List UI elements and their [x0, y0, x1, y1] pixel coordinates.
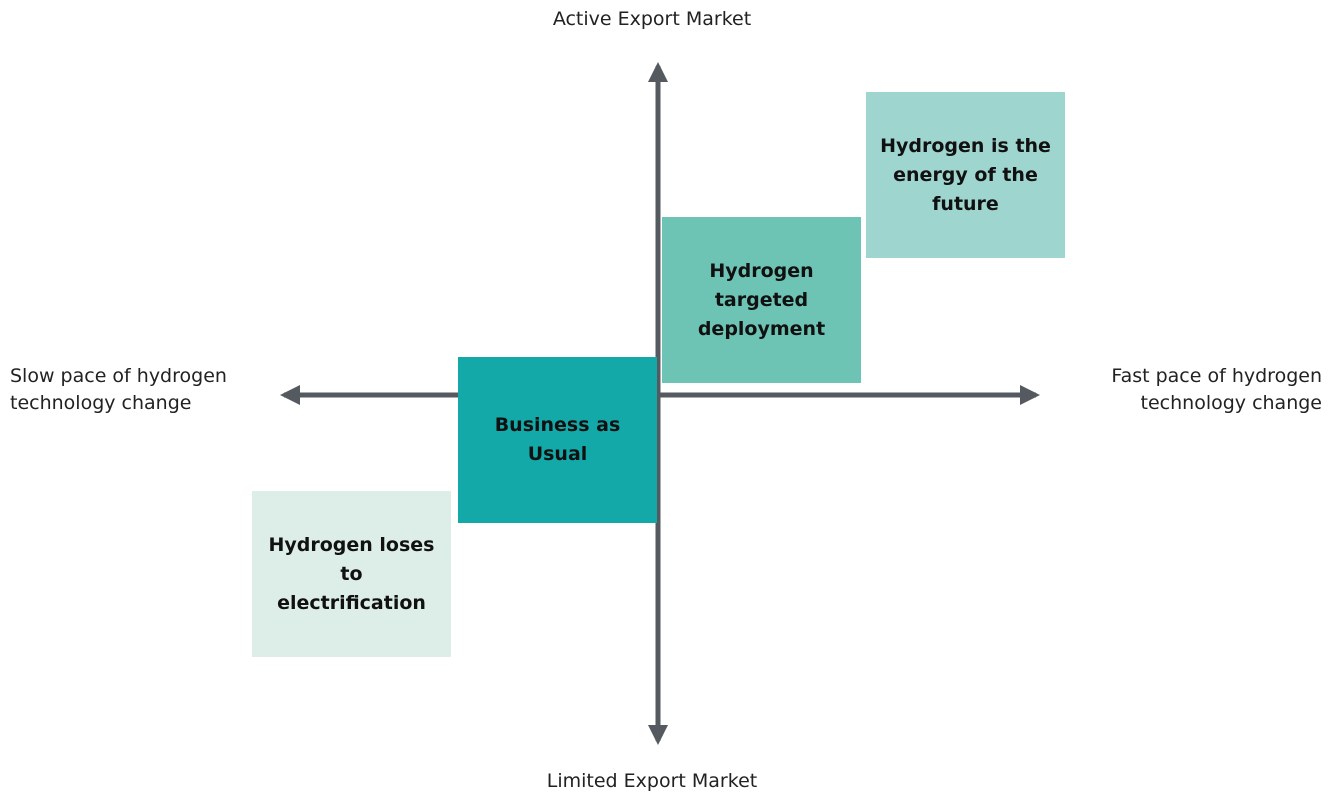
scenario-box: Hydrogen targeted deployment: [662, 217, 861, 383]
text-line: deployment: [697, 317, 826, 340]
text-line: electrification: [277, 591, 426, 614]
text-line: to: [340, 562, 363, 585]
left-axis-label: Slow pace of hydrogen technology change: [10, 363, 227, 417]
right-axis-label: Fast pace of hydrogen technology change: [1111, 363, 1322, 417]
bottom-axis-label: Limited Export Market: [546, 770, 758, 792]
top-axis-label: Active Export Market: [552, 8, 752, 30]
text-line: technology change: [10, 392, 192, 414]
scenario-box: Hydrogen loses to electrification: [252, 491, 451, 657]
text-line: future: [932, 192, 999, 215]
text-line: Business as: [494, 414, 621, 436]
text-line: targeted: [714, 288, 809, 311]
text-line: Hydrogen: [709, 259, 814, 282]
text-line: Fast pace of hydrogen: [1111, 365, 1322, 387]
text-line: Usual: [527, 443, 588, 465]
text-line: Slow pace of hydrogen: [10, 365, 227, 387]
text-line: Hydrogen loses: [268, 533, 435, 556]
scenario-box: Business as Usual: [458, 357, 657, 523]
text-line: technology change: [1140, 392, 1322, 414]
text-line: energy of the: [893, 163, 1038, 186]
scenario-box: Hydrogen is the energy of the future: [866, 92, 1065, 258]
text-line: Hydrogen is the: [880, 134, 1051, 157]
